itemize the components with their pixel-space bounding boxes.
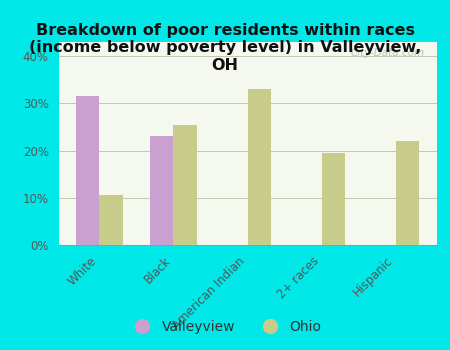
Text: Breakdown of poor residents within races
(income below poverty level) in Valleyv: Breakdown of poor residents within races… <box>29 23 421 72</box>
Bar <box>248 89 271 245</box>
Bar <box>396 141 419 245</box>
Legend: Valleyview, Ohio: Valleyview, Ohio <box>123 314 327 340</box>
Bar <box>173 125 197 245</box>
Bar <box>150 136 173 245</box>
Text: City-Data.com: City-Data.com <box>351 48 425 58</box>
Bar <box>76 96 99 245</box>
Bar <box>99 195 123 245</box>
Bar <box>322 153 345 245</box>
